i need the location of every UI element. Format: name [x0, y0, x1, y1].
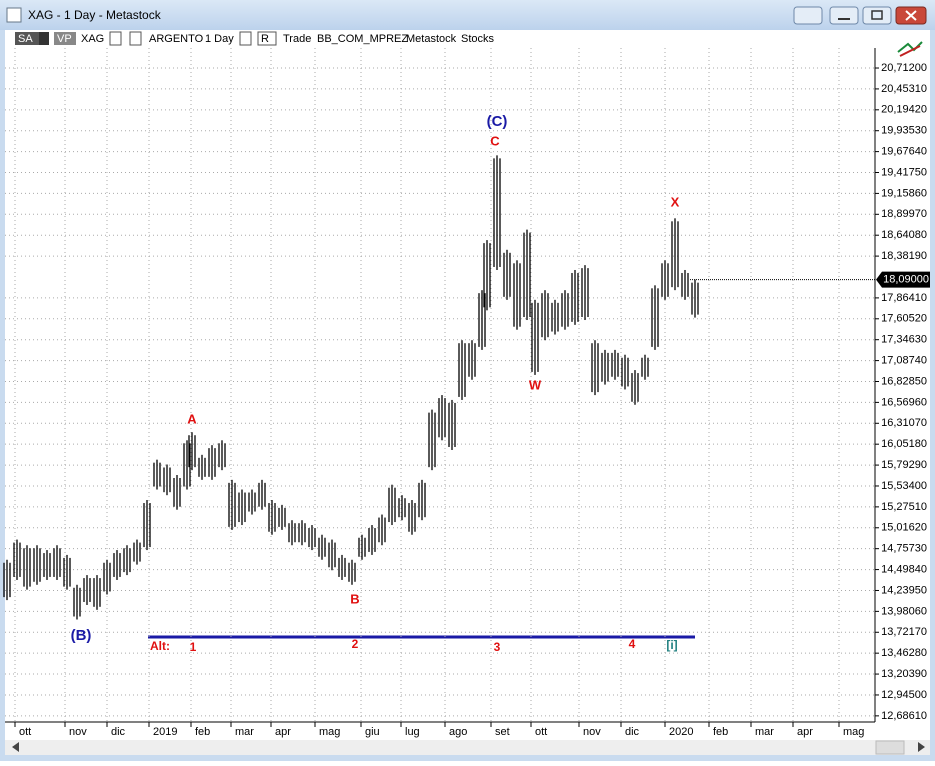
- x-tick-label: apr: [275, 726, 291, 738]
- chart-panel: [5, 30, 930, 740]
- wave-label: C: [490, 133, 500, 148]
- y-tick-label: 14,23950: [881, 584, 927, 596]
- y-tick-label: 20,19420: [881, 104, 927, 116]
- toolbar-item[interactable]: Trade: [283, 33, 311, 45]
- y-tick-label: 20,71200: [881, 62, 927, 74]
- x-tick-label: ago: [449, 726, 467, 738]
- toolbar-item[interactable]: 1 Day: [205, 33, 234, 45]
- x-tick-label: mag: [319, 726, 340, 738]
- x-tick-label: dic: [111, 726, 126, 738]
- y-tick-label: 14,75730: [881, 543, 927, 555]
- y-tick-label: 14,49840: [881, 563, 927, 575]
- minimize-button[interactable]: [829, 6, 859, 25]
- wave-label: X: [671, 194, 680, 209]
- y-tick-label: 18,89970: [881, 208, 927, 220]
- y-tick-label: 17,08740: [881, 354, 927, 366]
- y-tick-label: 19,67640: [881, 146, 927, 158]
- x-tick-label: feb: [713, 726, 728, 738]
- wave-label: W: [529, 377, 542, 392]
- toolbar-item[interactable]: Stocks: [461, 33, 495, 45]
- dropdown[interactable]: [39, 32, 49, 45]
- x-tick-label: 2019: [153, 726, 177, 738]
- y-tick-label: 13,72170: [881, 626, 927, 638]
- y-tick-label: 18,38190: [881, 250, 927, 262]
- toolbar-item[interactable]: ARGENTO: [149, 33, 204, 45]
- toolbar-item: SA: [18, 33, 33, 45]
- wave-label: Alt:: [150, 639, 170, 653]
- y-tick-label: 16,05180: [881, 438, 927, 450]
- y-tick-label: 13,20390: [881, 668, 927, 680]
- dropdown[interactable]: [239, 31, 252, 46]
- x-tick-label: mag: [843, 726, 864, 738]
- y-tick-label: 16,31070: [881, 417, 927, 429]
- x-tick-label: apr: [797, 726, 813, 738]
- scroll-thumb[interactable]: [875, 740, 905, 755]
- button[interactable]: [15, 32, 39, 45]
- window-title: XAG - 1 Day - Metastock: [28, 8, 162, 22]
- y-tick-label: 17,86410: [881, 292, 927, 304]
- wave-label: (C): [487, 113, 508, 130]
- y-tick-label: 15,27510: [881, 501, 927, 513]
- dropdown[interactable]: [109, 31, 122, 46]
- app-icon: [6, 7, 22, 23]
- wave-label: (B): [71, 627, 92, 644]
- y-tick-label: 19,93530: [881, 125, 927, 137]
- y-tick-label: 13,98060: [881, 605, 927, 617]
- y-tick-label: 19,15860: [881, 187, 927, 199]
- icon: [871, 10, 883, 20]
- icon: [905, 10, 917, 21]
- last-price-label: 18,09000: [883, 274, 929, 286]
- x-tick-label: mar: [235, 726, 254, 738]
- x-tick-label: set: [495, 726, 510, 738]
- toolbar-item: VP: [57, 33, 72, 45]
- maximize-button[interactable]: [862, 6, 892, 25]
- x-tick-label: feb: [195, 726, 210, 738]
- last-price-marker: [876, 271, 930, 288]
- y-tick-label: 13,46280: [881, 647, 927, 659]
- restore-button[interactable]: [793, 6, 823, 25]
- y-tick-label: 15,53400: [881, 480, 927, 492]
- wave-label: 4: [629, 637, 636, 651]
- wave-label: A: [187, 411, 197, 426]
- x-tick-label: ott: [535, 726, 547, 738]
- wave-label: [i]: [666, 638, 677, 652]
- x-tick-label: nov: [583, 726, 601, 738]
- y-tick-label: 17,60520: [881, 313, 927, 325]
- x-tick-label: 2020: [669, 726, 693, 738]
- y-tick-label: 16,56960: [881, 396, 927, 408]
- wave-label: 3: [494, 640, 501, 654]
- toolbar-item[interactable]: XAG: [81, 33, 104, 45]
- toolbar-item[interactable]: Metastock: [406, 33, 457, 45]
- wave-label: 2: [352, 637, 359, 651]
- y-tick-label: 15,79290: [881, 459, 927, 471]
- y-tick-label: 20,45310: [881, 83, 927, 95]
- toolbar-item[interactable]: R: [261, 33, 269, 45]
- y-tick-label: 17,34630: [881, 334, 927, 346]
- button[interactable]: [54, 32, 76, 45]
- y-tick-label: 15,01620: [881, 522, 927, 534]
- y-tick-label: 18,64080: [881, 229, 927, 241]
- title-bar: [0, 0, 935, 30]
- y-tick-label: 19,41750: [881, 166, 927, 178]
- y-tick-label: 12,68610: [881, 710, 927, 722]
- x-tick-label: ott: [19, 726, 31, 738]
- y-tick-label: 12,94500: [881, 689, 927, 701]
- x-tick-label: mar: [755, 726, 774, 738]
- window-buttons: [793, 6, 927, 25]
- x-tick-label: lug: [405, 726, 420, 738]
- wave-label: 1: [190, 640, 197, 654]
- icon: [899, 45, 921, 57]
- scrollbar[interactable]: [5, 740, 930, 755]
- wave-label: B: [350, 591, 359, 606]
- x-tick-label: dic: [625, 726, 640, 738]
- x-tick-label: giu: [365, 726, 380, 738]
- x-tick-label: nov: [69, 726, 87, 738]
- toolbar-item[interactable]: BB_COM_MPREZ: [317, 33, 408, 45]
- toolbar: SA VP XAG ARGENTO 1 Day R Trade BB_COM_M…: [15, 31, 495, 46]
- dropdown[interactable]: [129, 31, 142, 46]
- dropdown[interactable]: [257, 31, 277, 46]
- y-tick-label: 16,82850: [881, 375, 927, 387]
